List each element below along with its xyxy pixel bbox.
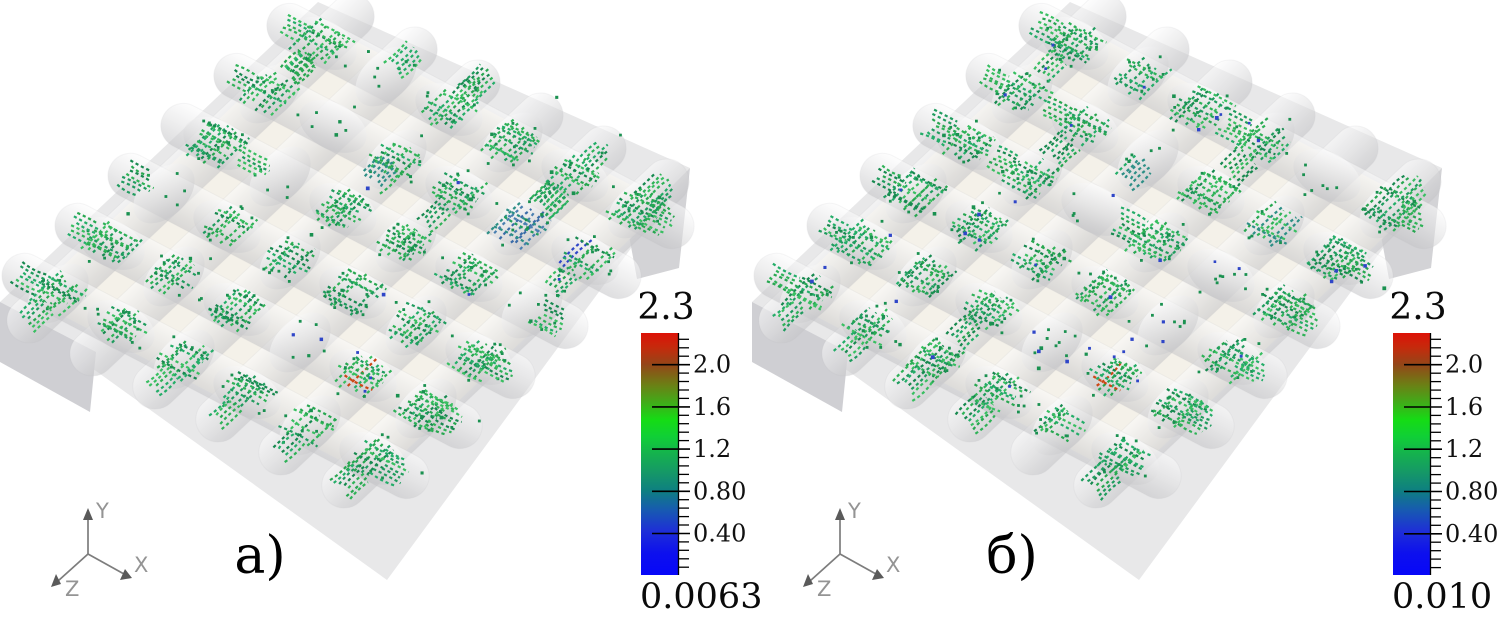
tow-crossover	[1051, 100, 1119, 153]
x-axis-arrowhead-icon	[872, 569, 884, 580]
y-axis-arrowhead-icon	[83, 508, 93, 520]
colorbar-gradient	[641, 333, 678, 575]
tow-crossover	[385, 295, 447, 356]
weave-3d-scene-b[interactable]	[752, 0, 1504, 635]
tow-crossover	[501, 278, 563, 339]
panel-b: 2.3 2.0 1.6 1.2 0.80 0.40 0.010 Y X Z б)	[752, 0, 1504, 635]
tow-crossover	[1107, 46, 1169, 107]
weave-3d-scene-a[interactable]	[0, 0, 752, 635]
tow-crossover	[355, 46, 417, 107]
x-axis-line	[87, 553, 125, 575]
tow-crossover	[259, 229, 321, 290]
tow-crossover	[1137, 295, 1199, 356]
tow-crossover	[183, 117, 251, 170]
x-axis-label: X	[886, 553, 900, 577]
tow-crossover	[425, 166, 493, 219]
z-axis-label: Z	[817, 577, 831, 601]
tow-crossover	[1253, 278, 1315, 339]
tow-crossover	[365, 129, 427, 190]
y-axis-label: Y	[95, 499, 109, 523]
tow-crossover	[1167, 83, 1235, 136]
x-axis-arrowhead-icon	[120, 569, 132, 580]
panel-a-caption: а)	[234, 526, 286, 586]
tow-crossover	[249, 146, 311, 207]
z-axis-line	[57, 553, 89, 582]
x-axis-line	[839, 553, 877, 575]
tow-crossover	[133, 163, 195, 224]
colorbar-max-label: 2.3	[1389, 287, 1447, 328]
z-axis-label: Z	[65, 577, 79, 601]
tow-crossover	[1147, 378, 1209, 439]
tow-crossover	[551, 232, 619, 285]
tow-crossover	[885, 163, 947, 224]
z-axis-arrowhead-icon	[51, 574, 61, 587]
tow-crossover	[1021, 312, 1083, 373]
streamline-glyphs	[766, 11, 1427, 501]
tow-crossover	[991, 63, 1053, 124]
z-axis-line	[809, 553, 841, 582]
y-axis-arrowhead-icon	[835, 508, 845, 520]
colorbar-max-label: 2.3	[637, 287, 695, 328]
z-axis-arrowhead-icon	[803, 574, 813, 587]
colorbar-min-label: 0.010	[1392, 577, 1493, 617]
tow-crossover	[329, 349, 397, 402]
x-axis-label: X	[134, 553, 148, 577]
tow-crossover	[905, 329, 967, 390]
tow-crossover	[541, 149, 609, 202]
tow-crossover	[1177, 166, 1245, 219]
tow-crossover	[269, 312, 331, 373]
orientation-axes-widget[interactable]: Y X Z	[770, 490, 920, 618]
tow-crossover	[1001, 146, 1063, 207]
orientation-axes-widget[interactable]: Y X Z	[18, 490, 168, 618]
streamline-glyphs	[9, 13, 675, 500]
panel-b-caption: б)	[986, 526, 1038, 586]
tow-crossover	[965, 366, 1033, 419]
panel-a: 2.3 2.0 1.6 1.2 0.80 0.40 0.0063 Y X Z а)	[0, 0, 762, 635]
tow-crossover	[895, 246, 957, 307]
tow-crossover	[319, 266, 387, 319]
y-axis-label: Y	[847, 499, 861, 523]
tow-crossover	[1243, 195, 1305, 256]
colorbar-min-label: 0.0063	[640, 577, 763, 617]
tow-crossover	[1293, 149, 1361, 202]
tow-crossover	[1117, 129, 1179, 190]
tow-crossover	[239, 63, 301, 124]
colorbar-gradient	[1393, 333, 1430, 575]
